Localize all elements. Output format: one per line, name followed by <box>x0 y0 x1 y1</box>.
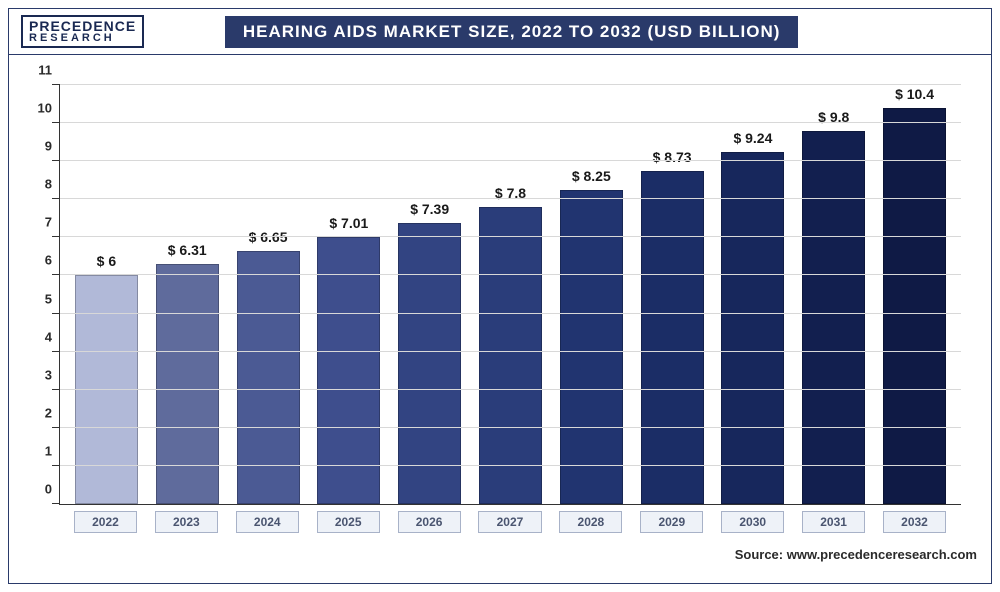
gridline <box>60 465 961 466</box>
bar-group: $ 6.65 <box>228 85 309 504</box>
bar <box>479 207 542 504</box>
bar <box>883 108 946 504</box>
plot-area: $ 6 $ 6.31 $ 6.65 $ 7.01 $ 7.39 $ 7.8 $ 8.25 $ … <box>59 85 961 505</box>
bar-group: $ 10.4 <box>874 85 955 504</box>
bar <box>237 251 300 504</box>
bar-group: $ 7.01 <box>308 85 389 504</box>
y-axis-label: 6 <box>32 253 52 268</box>
bar-group: $ 6.31 <box>147 85 228 504</box>
chart-title: HEARING AIDS MARKET SIZE, 2022 TO 2032 (… <box>225 16 799 48</box>
x-label-box: 2024 <box>227 511 308 533</box>
source-label: Source: www.precedenceresearch.com <box>9 545 991 568</box>
x-axis-label: 2028 <box>559 511 622 533</box>
y-tick <box>52 465 60 466</box>
x-axis-label: 2023 <box>155 511 218 533</box>
x-axis-label: 2030 <box>721 511 784 533</box>
gridline <box>60 122 961 123</box>
x-label-box: 2031 <box>793 511 874 533</box>
x-label-box: 2025 <box>308 511 389 533</box>
bar-group: $ 7.39 <box>389 85 470 504</box>
x-axis-label: 2025 <box>317 511 380 533</box>
y-tick <box>52 503 60 504</box>
x-label-box: 2028 <box>550 511 631 533</box>
bar-value-label: $ 8.25 <box>572 168 611 184</box>
y-axis-label: 9 <box>32 139 52 154</box>
y-axis-label: 0 <box>32 482 52 497</box>
bar <box>641 171 704 504</box>
y-tick <box>52 198 60 199</box>
y-tick <box>52 274 60 275</box>
chart-frame: PRECEDENCE RESEARCH HEARING AIDS MARKET … <box>8 8 992 584</box>
bar-group: $ 7.8 <box>470 85 551 504</box>
bar-group: $ 8.73 <box>632 85 713 504</box>
bar-value-label: $ 10.4 <box>895 86 934 102</box>
logo: PRECEDENCE RESEARCH <box>21 15 144 48</box>
x-label-box: 2030 <box>712 511 793 533</box>
bar <box>721 152 784 504</box>
bar-value-label: $ 6 <box>97 253 116 269</box>
gridline <box>60 313 961 314</box>
y-tick <box>52 389 60 390</box>
x-label-box: 2032 <box>874 511 955 533</box>
bar <box>156 264 219 504</box>
y-tick <box>52 313 60 314</box>
logo-main-text: PRECEDENCE <box>29 19 136 33</box>
x-axis-label: 2031 <box>802 511 865 533</box>
x-axis-label: 2022 <box>74 511 137 533</box>
gridline <box>60 84 961 85</box>
chart-body: $ 6 $ 6.31 $ 6.65 $ 7.01 $ 7.39 $ 7.8 $ 8.25 $ … <box>9 55 991 545</box>
x-label-box: 2029 <box>631 511 712 533</box>
x-axis-label: 2027 <box>478 511 541 533</box>
y-axis-label: 11 <box>32 63 52 78</box>
y-axis-label: 3 <box>32 367 52 382</box>
y-axis-label: 5 <box>32 291 52 306</box>
x-axis-label: 2024 <box>236 511 299 533</box>
x-axis-label: 2029 <box>640 511 703 533</box>
bar-group: $ 6 <box>66 85 147 504</box>
gridline <box>60 198 961 199</box>
y-axis-label: 7 <box>32 215 52 230</box>
bar <box>75 275 138 504</box>
x-label-box: 2026 <box>389 511 470 533</box>
y-tick <box>52 351 60 352</box>
gridline <box>60 351 961 352</box>
y-tick <box>52 236 60 237</box>
bar <box>802 131 865 504</box>
logo-sub-text: RESEARCH <box>29 33 136 44</box>
bar-value-label: $ 8.73 <box>653 149 692 165</box>
x-axis-labels: 2022 2023 2024 2025 2026 2027 2028 2029 2030 2031… <box>59 511 961 533</box>
x-label-box: 2022 <box>65 511 146 533</box>
gridline <box>60 427 961 428</box>
y-axis-label: 1 <box>32 443 52 458</box>
bars-row: $ 6 $ 6.31 $ 6.65 $ 7.01 $ 7.39 $ 7.8 $ 8.25 $ … <box>60 85 961 504</box>
bar-value-label: $ 6.31 <box>168 242 207 258</box>
x-label-box: 2027 <box>470 511 551 533</box>
bar <box>398 223 461 504</box>
y-tick <box>52 84 60 85</box>
y-axis-label: 4 <box>32 329 52 344</box>
gridline <box>60 389 961 390</box>
y-tick <box>52 122 60 123</box>
bar-group: $ 9.24 <box>713 85 794 504</box>
y-tick <box>52 160 60 161</box>
x-axis-label: 2026 <box>398 511 461 533</box>
y-axis-label: 10 <box>32 101 52 116</box>
y-tick <box>52 427 60 428</box>
bar-group: $ 9.8 <box>793 85 874 504</box>
header-row: PRECEDENCE RESEARCH HEARING AIDS MARKET … <box>9 9 991 55</box>
bar-value-label: $ 7.39 <box>410 201 449 217</box>
x-label-box: 2023 <box>146 511 227 533</box>
gridline <box>60 160 961 161</box>
x-axis-label: 2032 <box>883 511 946 533</box>
bar-value-label: $ 7.01 <box>329 215 368 231</box>
y-axis-label: 8 <box>32 177 52 192</box>
y-axis-label: 2 <box>32 405 52 420</box>
bar-group: $ 8.25 <box>551 85 632 504</box>
bar-value-label: $ 9.24 <box>733 130 772 146</box>
gridline <box>60 274 961 275</box>
gridline <box>60 236 961 237</box>
